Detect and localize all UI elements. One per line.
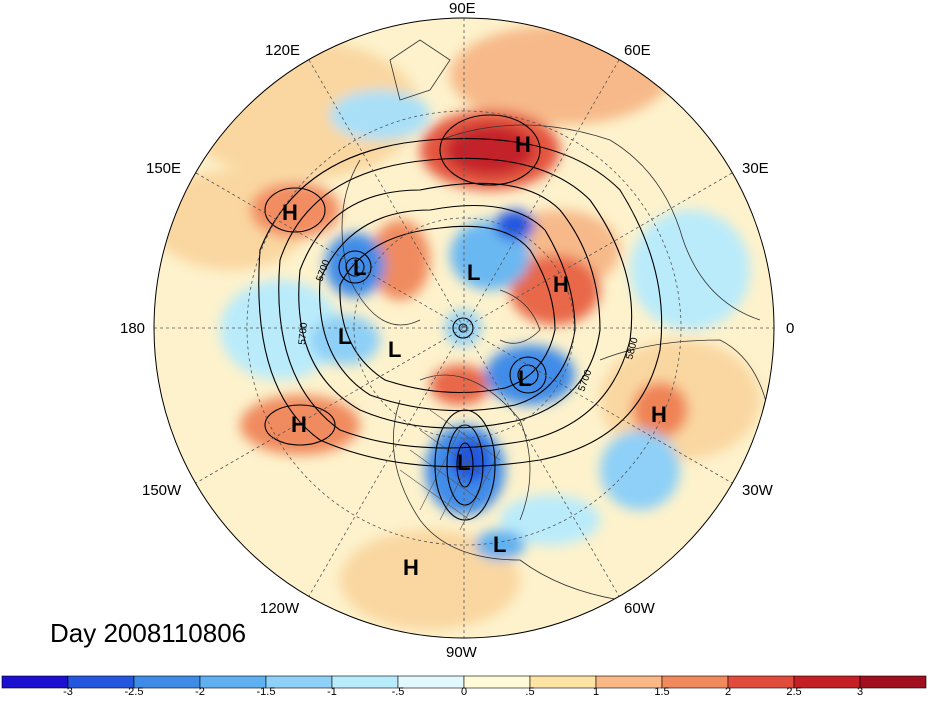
lon-label-30e: 30E bbox=[742, 160, 769, 177]
colorbar-swatch bbox=[727, 675, 795, 689]
lon-label-0: 0 bbox=[786, 320, 795, 337]
colorbar-tick-label: 2 bbox=[724, 686, 732, 698]
colorbar-swatch bbox=[133, 675, 201, 689]
lon-label-180: 180 bbox=[120, 320, 146, 337]
lon-label-60w: 60W bbox=[624, 600, 655, 617]
colorbar-swatch bbox=[265, 675, 333, 689]
colorbar-swatch bbox=[463, 675, 531, 689]
pressure-system-marker: L bbox=[338, 324, 351, 349]
pressure-system-marker: L bbox=[467, 260, 480, 285]
height-contours bbox=[258, 114, 663, 521]
pressure-system-marker: H bbox=[291, 412, 307, 437]
contour-label: 5700 bbox=[297, 322, 310, 346]
colorbar-tick-label: 1 bbox=[592, 686, 600, 698]
lon-label-60e: 60E bbox=[624, 42, 651, 59]
pressure-system-marker: H bbox=[403, 555, 419, 580]
colorbar-swatch bbox=[793, 675, 861, 689]
colorbar-tick-label: -1.5 bbox=[256, 686, 276, 698]
pressure-system-marker: L bbox=[518, 366, 531, 391]
pressure-system-marker: L bbox=[493, 532, 506, 557]
pressure-markers: H H H H H H L L L L L L L bbox=[282, 132, 667, 580]
lon-label-120w: 120W bbox=[260, 600, 300, 617]
colorbar-swatch bbox=[331, 675, 399, 689]
pressure-system-marker: H bbox=[515, 132, 531, 157]
pressure-system-marker: H bbox=[282, 200, 298, 225]
pressure-system-marker: L bbox=[353, 255, 366, 280]
pressure-system-marker: L bbox=[388, 337, 401, 362]
colorbar-tick-label: .5 bbox=[525, 686, 535, 698]
colorbar bbox=[1, 675, 927, 689]
map-boundary bbox=[153, 17, 775, 639]
lon-label-30w: 30W bbox=[742, 482, 773, 499]
lon-label-120e: 120E bbox=[265, 42, 301, 59]
lon-label-90e: 90E bbox=[449, 0, 476, 17]
page-title: Day 2008110806 bbox=[50, 618, 247, 648]
colorbar-tick-label: -.5 bbox=[391, 686, 405, 698]
colorbar-swatch bbox=[1, 675, 69, 689]
colorbar-swatch bbox=[661, 675, 729, 689]
colorbar-tick-label: -3 bbox=[63, 686, 73, 698]
pressure-system-marker: H bbox=[651, 402, 667, 427]
graticule bbox=[154, 18, 774, 638]
colorbar-swatch bbox=[595, 675, 663, 689]
colorbar-tick-label: -2 bbox=[195, 686, 205, 698]
pressure-system-marker: L bbox=[457, 450, 470, 475]
lon-label-90w: 90W bbox=[446, 644, 477, 661]
colorbar-tick-label: -1 bbox=[327, 686, 337, 698]
colorbar-tick-label: -2.5 bbox=[124, 686, 144, 698]
colorbar-swatch bbox=[529, 675, 597, 689]
colorbar-tick-label: 3 bbox=[856, 686, 864, 698]
colorbar-tick-label: 2.5 bbox=[786, 686, 802, 698]
lon-label-150e: 150E bbox=[146, 160, 182, 177]
colorbar-swatch bbox=[859, 675, 927, 689]
colorbar-swatch bbox=[397, 675, 465, 689]
political-boundaries bbox=[399, 409, 501, 531]
polar-map: 5700 5700 5700 5800 H H H H H H L L L L … bbox=[154, 18, 774, 638]
lon-label-150w: 150W bbox=[142, 482, 182, 499]
colorbar-tick-label: 0 bbox=[460, 686, 468, 698]
colorbar-tick-label: 1.5 bbox=[654, 686, 670, 698]
pressure-system-marker: H bbox=[553, 272, 569, 297]
